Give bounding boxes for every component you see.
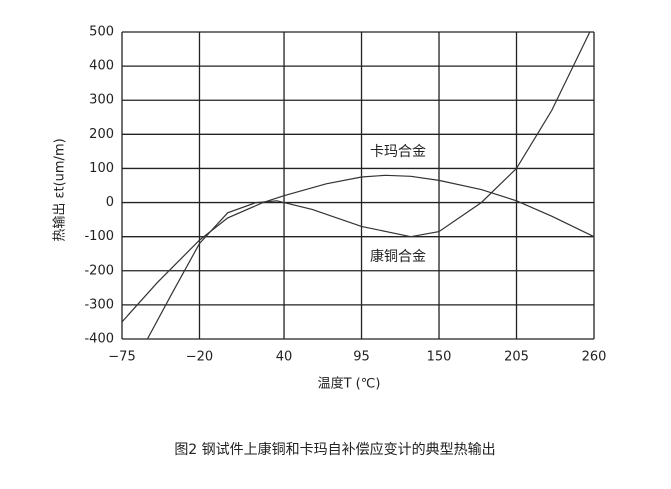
y-tick-label: -200	[84, 263, 114, 278]
x-tick-label: −20	[186, 350, 213, 365]
x-tick-label: 40	[276, 350, 293, 365]
series-label: 康铜合金	[370, 248, 426, 265]
x-tick-label: 150	[427, 350, 452, 365]
y-tick-label: 0	[106, 195, 114, 210]
y-tick-label: 300	[89, 93, 114, 108]
y-tick-label: 100	[89, 161, 114, 176]
y-tick-label: -400	[84, 332, 114, 347]
chart-title: 图2 钢试件上康铜和卡玛自补偿应变计的典型热输出	[174, 441, 495, 458]
y-tick-label: 400	[89, 59, 114, 74]
x-tick-label: 205	[504, 350, 529, 365]
y-tick-label: 200	[89, 127, 114, 142]
x-axis-title: 温度T (℃)	[318, 376, 381, 392]
x-tick-label: 260	[582, 350, 607, 365]
y-tick-label: -100	[84, 229, 114, 244]
y-tick-label: 500	[89, 25, 114, 40]
series-label: 卡玛合金	[370, 144, 426, 160]
series-line	[146, 32, 591, 339]
series-line	[122, 174, 594, 323]
y-axis-title: 热输出 εt(um/m)	[52, 138, 68, 241]
y-tick-label: -300	[84, 297, 114, 312]
x-tick-label: −75	[108, 350, 135, 365]
x-tick-label: 95	[353, 350, 370, 365]
